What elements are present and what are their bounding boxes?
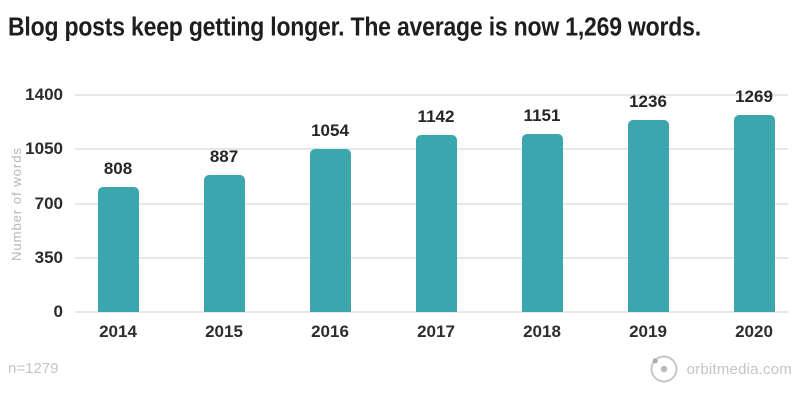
- y-tick-label: 350: [34, 247, 63, 267]
- gridline: [75, 94, 788, 96]
- x-tick-label: 2014: [99, 322, 137, 341]
- x-tick-label: 2016: [311, 322, 349, 341]
- brand-text: orbitmedia.com: [686, 360, 792, 378]
- y-tick-label: 700: [34, 193, 63, 213]
- gridline: [75, 311, 788, 313]
- bar-value-label: 1054: [311, 120, 349, 140]
- brand-footer: orbitmedia.com: [648, 352, 792, 386]
- x-tick-label: 2015: [205, 322, 243, 341]
- bar-value-label: 1269: [735, 87, 773, 107]
- y-tick-label: 1400: [25, 85, 63, 104]
- sample-size-note: n=1279: [8, 360, 59, 377]
- bar-2017: [415, 135, 457, 312]
- bar-2014: [97, 186, 139, 312]
- x-tick-label: 2019: [629, 322, 667, 341]
- y-tick-label: 0: [53, 302, 63, 321]
- bar-2016: [309, 148, 351, 312]
- bar-2018: [521, 133, 563, 312]
- bar-2020: [733, 115, 775, 312]
- bar-value-label: 1236: [629, 92, 667, 112]
- bar-2015: [203, 174, 245, 312]
- x-tick-label: 2018: [523, 322, 561, 341]
- bar-value-label: 1151: [523, 105, 561, 125]
- y-tick-label: 1050: [25, 139, 63, 159]
- bar-value-label: 887: [209, 146, 239, 166]
- chart-title: Blog posts keep getting longer. The aver…: [8, 12, 701, 42]
- x-tick-label: 2017: [417, 322, 455, 341]
- bar-value-label: 808: [103, 158, 133, 178]
- plot-area: 0 350 700 1050 1400 808 2014 887 2015 1054 2016 114…: [25, 85, 788, 341]
- orbit-logo-icon: [648, 353, 680, 385]
- x-tick-label: 2020: [735, 322, 773, 341]
- bar-2019: [627, 120, 669, 312]
- bar-value-label: 1142: [417, 107, 455, 126]
